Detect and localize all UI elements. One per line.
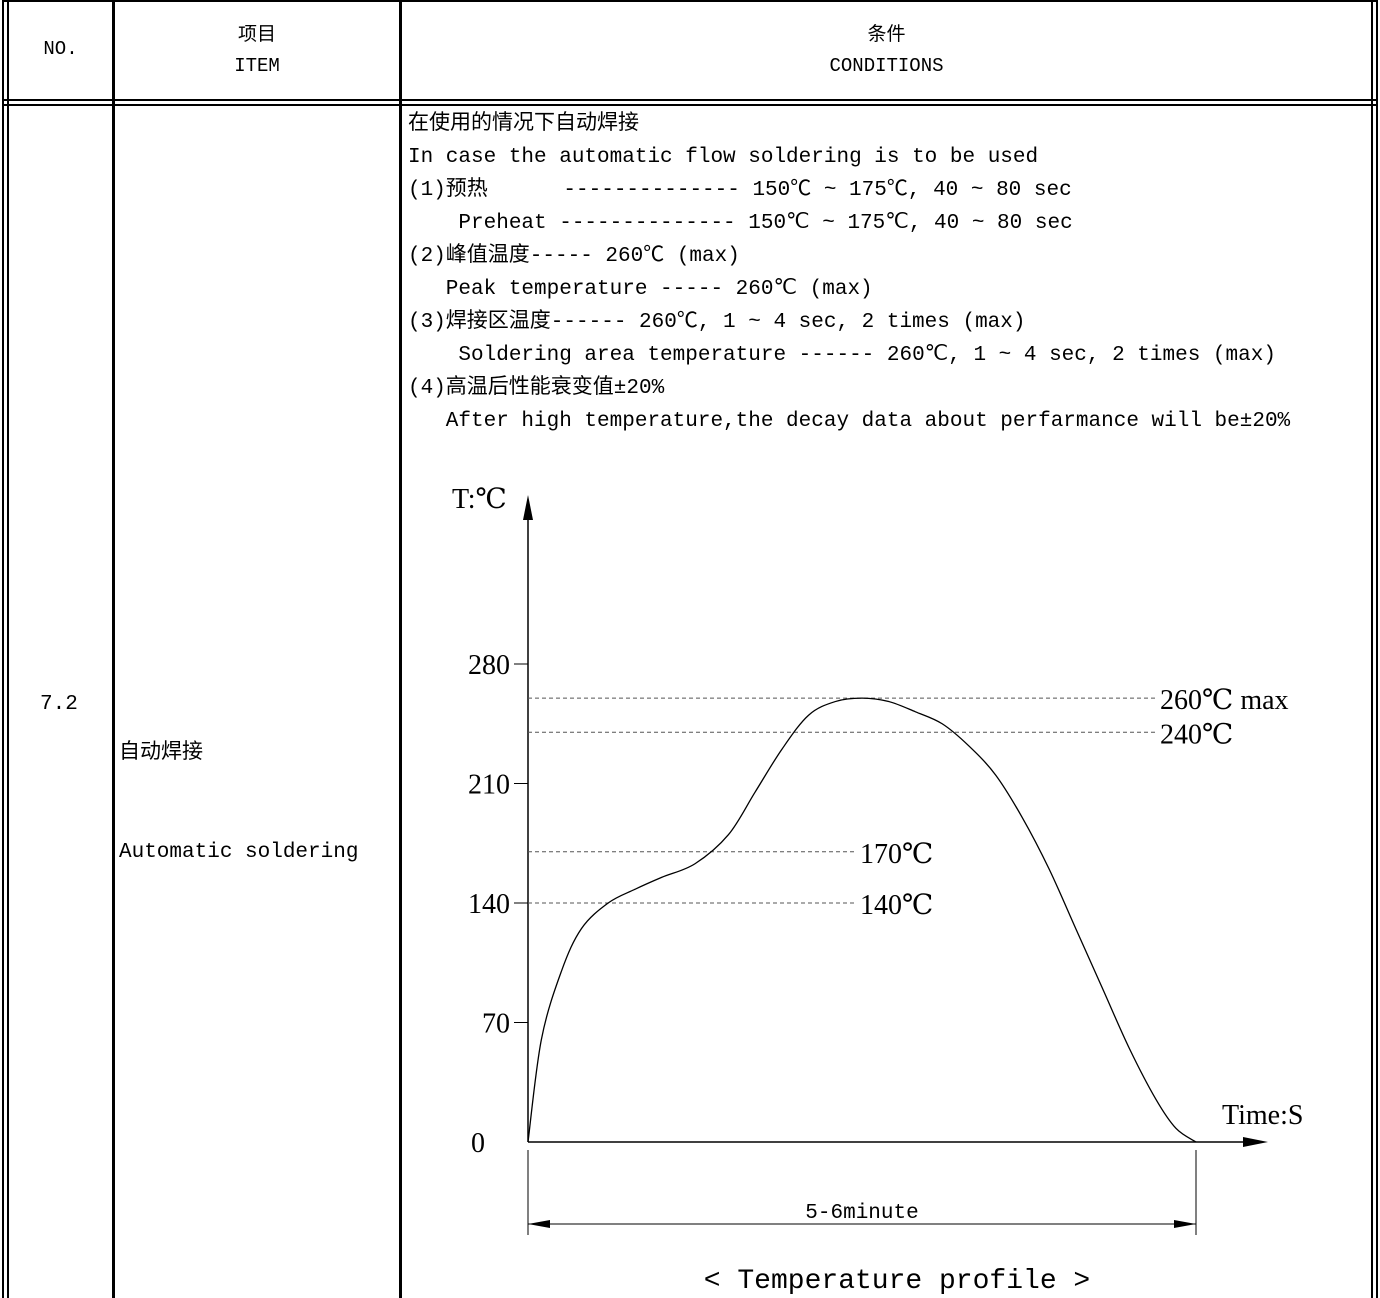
- chart-caption: < Temperature profile >: [704, 1266, 1090, 1297]
- condition-line: In case the automatic flow soldering is …: [408, 146, 1039, 169]
- reference-line-label: 260℃ max: [1160, 685, 1289, 716]
- y-tick-label: 70: [482, 1009, 510, 1040]
- condition-line: Peak temperature ----- 260℃ (max): [408, 278, 873, 301]
- table-border-right-outer: [1376, 0, 1378, 1298]
- x-axis-label: Time:S: [1222, 1100, 1303, 1131]
- temperature-curve: [527, 697, 1197, 1143]
- condition-line: Preheat -------------- 150℃ ~ 175℃, 40 ~…: [408, 212, 1073, 235]
- y-tick-label: 140: [468, 889, 510, 920]
- condition-line: (4)高温后性能衰变值±20%: [408, 377, 665, 400]
- row-item: 自动焊接 Automatic soldering: [119, 671, 358, 902]
- condition-line: (3)焊接区温度------ 260℃, 1 ~ 4 sec, 2 times …: [408, 311, 1026, 334]
- reference-line-label: 170℃: [860, 839, 933, 870]
- condition-line: 在使用的情况下自动焊接: [408, 113, 639, 136]
- header-conditions: 条件 CONDITIONS: [402, 20, 1371, 82]
- table-border-right-inner: [1371, 0, 1373, 1298]
- y-axis-arrow: [523, 495, 533, 520]
- header-no: NO.: [43, 38, 78, 60]
- header-item: 项目 ITEM: [115, 20, 399, 82]
- header-item-en: ITEM: [234, 55, 280, 77]
- row-item-zh: 自动焊接: [119, 742, 203, 765]
- header-divider-2: [2, 104, 1378, 106]
- conditions-text: 在使用的情况下自动焊接 In case the automatic flow so…: [408, 108, 1290, 438]
- header-item-zh: 项目: [237, 24, 276, 46]
- column-divider-item: [399, 0, 402, 1298]
- row-item-en: Automatic soldering: [119, 841, 359, 864]
- duration-arrow-right: [1174, 1220, 1196, 1228]
- y-tick-label: 280: [468, 650, 510, 681]
- duration-arrow-left: [528, 1220, 550, 1228]
- table-border-left-inner: [7, 0, 9, 1298]
- reference-line-label: 240℃: [1160, 719, 1233, 750]
- duration-label: 5-6minute: [805, 1202, 918, 1225]
- condition-line: (1)预热 -------------- 150℃ ~ 175℃, 40 ~ 8…: [408, 179, 1072, 202]
- y-tick-label: 0: [471, 1128, 485, 1159]
- header-conditions-zh: 条件: [867, 24, 906, 46]
- y-axis-label: T:℃: [452, 484, 507, 515]
- condition-line: Soldering area temperature ------ 260℃, …: [408, 344, 1276, 367]
- column-divider-no: [112, 0, 115, 1298]
- table-border-left-outer: [2, 0, 4, 1298]
- reference-line-label: 140℃: [860, 890, 933, 921]
- y-tick-label: 210: [468, 770, 510, 801]
- condition-line: After high temperature,the decay data ab…: [408, 410, 1291, 433]
- row-number: 7.2: [40, 693, 78, 716]
- header-conditions-en: CONDITIONS: [829, 55, 944, 77]
- table-border-top: [2, 0, 1378, 2]
- condition-line: (2)峰值温度----- 260℃ (max): [408, 245, 740, 268]
- x-axis-arrow: [1243, 1137, 1268, 1147]
- header-divider-1: [2, 99, 1378, 101]
